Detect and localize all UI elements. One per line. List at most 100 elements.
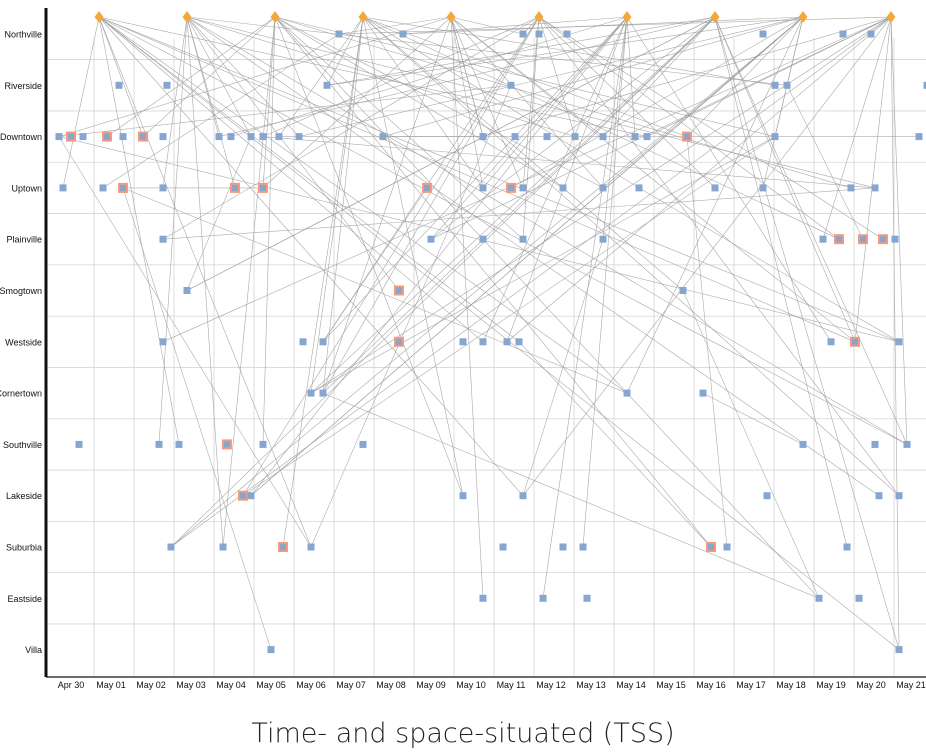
event-marker	[259, 440, 267, 448]
link-line	[522, 16, 540, 188]
event-marker	[155, 440, 163, 448]
x-tick-label: May 05	[256, 680, 286, 690]
event-marker	[359, 440, 367, 448]
link-line	[430, 16, 628, 240]
event-marker	[319, 389, 327, 397]
event-marker	[260, 184, 266, 191]
event-marker	[711, 184, 719, 192]
event-marker	[635, 184, 643, 192]
link-line	[322, 16, 364, 394]
link-line	[186, 16, 224, 548]
link-line	[250, 16, 804, 496]
y-tick-label: Villa	[25, 645, 42, 655]
link-line	[682, 290, 820, 599]
event-marker	[175, 440, 183, 448]
x-tick-label: May 21	[896, 680, 926, 690]
link-line	[122, 187, 272, 650]
event-marker	[855, 594, 863, 602]
event-marker	[923, 81, 926, 89]
x-tick-label: May 11	[497, 680, 526, 690]
event-marker	[563, 30, 571, 38]
event-marker	[259, 133, 267, 141]
event-marker	[679, 287, 687, 294]
event-marker	[115, 81, 123, 89]
link-line	[522, 16, 540, 240]
x-tick-label: May 20	[856, 680, 886, 690]
chart-caption: Time- and space-situated (TSS)	[251, 718, 675, 749]
event-marker	[379, 133, 387, 141]
event-markers	[55, 30, 926, 654]
link-line	[582, 16, 628, 548]
event-marker	[871, 440, 879, 448]
x-tick-label: May 09	[416, 680, 446, 690]
event-marker	[267, 646, 275, 654]
event-marker	[335, 30, 343, 38]
link-line	[98, 16, 144, 137]
source-marker	[358, 11, 368, 23]
link-line	[98, 16, 900, 650]
event-marker	[559, 543, 567, 551]
link-line	[322, 392, 820, 599]
event-marker	[708, 544, 714, 550]
link-line	[506, 16, 892, 343]
event-marker	[819, 235, 827, 243]
link-line	[430, 16, 716, 240]
x-tick-label: May 16	[696, 680, 726, 690]
link-lines	[58, 16, 919, 650]
event-marker	[159, 235, 167, 243]
y-tick-label: Smogtown	[0, 286, 42, 296]
link-line	[518, 341, 712, 548]
link-line	[854, 16, 892, 342]
link-line	[162, 16, 540, 240]
event-marker	[875, 492, 883, 500]
event-marker	[631, 133, 639, 141]
link-line	[506, 16, 628, 342]
event-marker	[723, 543, 731, 551]
link-line	[162, 16, 892, 343]
event-marker	[227, 133, 235, 141]
link-line	[274, 16, 852, 189]
event-marker	[280, 544, 286, 550]
event-marker	[839, 30, 847, 38]
link-line	[158, 16, 188, 445]
event-marker	[503, 338, 511, 346]
source-marker	[94, 11, 104, 23]
y-tick-label: Southville	[3, 440, 42, 450]
link-line	[162, 187, 876, 240]
link-line	[222, 16, 276, 548]
link-line	[102, 33, 340, 189]
event-marker	[579, 543, 587, 551]
event-marker	[119, 133, 127, 141]
link-line	[58, 136, 312, 548]
link-line	[186, 136, 252, 291]
event-marker	[643, 133, 651, 141]
event-marker	[399, 30, 407, 38]
event-marker	[299, 338, 307, 346]
event-marker	[771, 133, 779, 141]
event-marker	[871, 184, 879, 192]
y-tick-label: Downtown	[0, 132, 42, 142]
link-line	[602, 16, 716, 137]
x-tick-label: May 01	[96, 680, 126, 690]
event-marker	[519, 184, 527, 192]
link-line	[98, 16, 180, 445]
event-marker	[163, 81, 171, 89]
link-line	[98, 16, 628, 394]
event-marker	[559, 184, 567, 192]
event-marker	[396, 287, 402, 294]
link-line	[538, 16, 576, 137]
link-line	[186, 16, 788, 86]
event-marker	[167, 543, 175, 551]
link-line	[686, 136, 728, 548]
event-marker	[847, 184, 855, 192]
link-line	[626, 16, 636, 137]
link-line	[98, 16, 484, 343]
link-line	[322, 16, 540, 342]
event-marker	[599, 235, 607, 243]
link-line	[326, 16, 364, 86]
link-line	[262, 16, 276, 445]
y-tick-label: Eastside	[7, 594, 42, 604]
link-line	[322, 16, 628, 343]
event-marker	[759, 30, 767, 38]
link-line	[58, 136, 900, 343]
